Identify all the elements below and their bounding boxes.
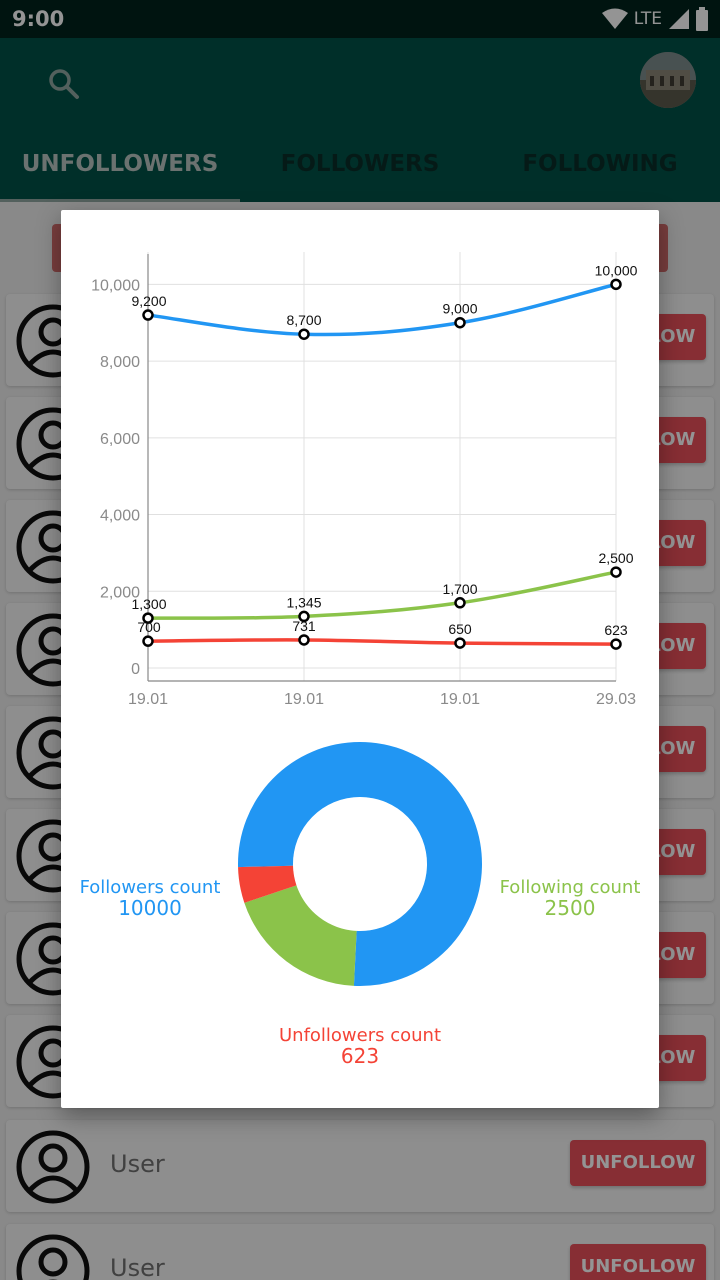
donut-hole — [302, 806, 418, 922]
donut-inner-ring — [293, 797, 427, 931]
series-line — [147, 282, 617, 337]
data-point — [298, 610, 310, 623]
tab-followers[interactable]: FOLLOWERS — [280, 151, 440, 177]
data-point — [142, 309, 154, 321]
data-point — [454, 316, 466, 329]
tab-indicator — [0, 199, 240, 202]
data-point — [142, 612, 154, 624]
y-tick-label: 0 — [131, 661, 140, 678]
tab-unfollowers[interactable]: UNFOLLOWERS — [21, 151, 219, 177]
data-label: 9,200 — [131, 293, 166, 309]
data-point — [298, 634, 310, 646]
list-item[interactable]: User UNFOLLOW — [6, 1120, 714, 1212]
legend-unfollowers: Unfollowers count 623 — [260, 1025, 460, 1068]
network-label: LTE — [633, 9, 662, 29]
data-point — [454, 637, 466, 649]
user-name: User — [110, 1254, 165, 1280]
data-label: 1,300 — [131, 596, 166, 612]
data-label: 10,000 — [595, 262, 638, 278]
legend-followers: Followers count 10000 — [75, 877, 225, 920]
data-label: 650 — [448, 621, 472, 637]
y-tick-label: 2,000 — [100, 584, 140, 601]
data-point — [142, 635, 154, 647]
pie-slice — [238, 865, 297, 903]
data-label: 731 — [292, 618, 316, 634]
y-tick-label: 8,000 — [100, 354, 140, 371]
search-icon[interactable] — [44, 64, 84, 104]
data-label: 1,345 — [286, 594, 321, 610]
data-point — [610, 638, 622, 650]
legend-unfollowers-value: 623 — [340, 1044, 380, 1068]
data-point — [610, 278, 622, 291]
battery-icon — [696, 7, 708, 31]
data-point — [454, 597, 466, 609]
data-label: 8,700 — [286, 312, 321, 328]
user-name: User — [110, 1150, 165, 1178]
tab-bar: UNFOLLOWERS FOLLOWERS FOLLOWING — [0, 142, 720, 202]
wifi-icon — [601, 8, 628, 29]
stats-dialog: 0 2,000 4,000 6,000 8,000 10,000 19.01 19.01 19.… — [61, 210, 659, 1108]
data-point — [610, 566, 622, 578]
app-bar: UNFOLLOWERS FOLLOWERS FOLLOWING — [0, 38, 720, 202]
profile-avatar[interactable] — [640, 52, 696, 108]
list-item[interactable]: User UNFOLLOW — [6, 1224, 714, 1280]
x-tick-label: 29.03 — [596, 691, 636, 708]
x-tick-label: 19.01 — [284, 691, 324, 708]
y-tick-label: 6,000 — [100, 431, 140, 448]
x-tick-label: 19.01 — [440, 691, 480, 708]
unfollow-button[interactable]: UNFOLLOW — [570, 1244, 706, 1280]
data-label: 1,700 — [442, 581, 477, 597]
legend-following: Following count 2500 — [493, 877, 647, 920]
status-bar: 9:00 LTE — [0, 0, 720, 38]
pie-slice — [244, 885, 357, 986]
user-avatar-icon — [16, 1130, 90, 1204]
legend-unfollowers-label: Unfollowers count — [278, 1025, 442, 1046]
legend-following-value: 2500 — [544, 896, 596, 920]
user-avatar-icon — [16, 1234, 90, 1280]
data-label: 623 — [604, 622, 628, 638]
series-line — [147, 638, 617, 646]
status-time: 9:00 — [12, 7, 65, 31]
data-label: 2,500 — [598, 550, 633, 566]
legend-followers-value: 10000 — [118, 896, 182, 920]
series-line — [147, 570, 617, 620]
signal-icon — [669, 9, 689, 29]
line-chart: 0 2,000 4,000 6,000 8,000 10,000 19.01 19.01 19.… — [91, 252, 638, 708]
data-label: 9,000 — [442, 301, 477, 317]
tab-following[interactable]: FOLLOWING — [522, 151, 678, 177]
data-point — [298, 328, 310, 340]
status-icons: LTE — [601, 7, 708, 31]
y-tick-label: 4,000 — [100, 508, 140, 525]
unfollow-button[interactable]: UNFOLLOW — [570, 1140, 706, 1186]
y-tick-label: 10,000 — [91, 277, 140, 294]
legend-following-label: Following count — [499, 877, 641, 898]
x-tick-label: 19.01 — [128, 691, 168, 708]
pie-slice — [237, 741, 482, 986]
legend-followers-label: Followers count — [79, 877, 221, 898]
data-label: 700 — [137, 619, 161, 635]
